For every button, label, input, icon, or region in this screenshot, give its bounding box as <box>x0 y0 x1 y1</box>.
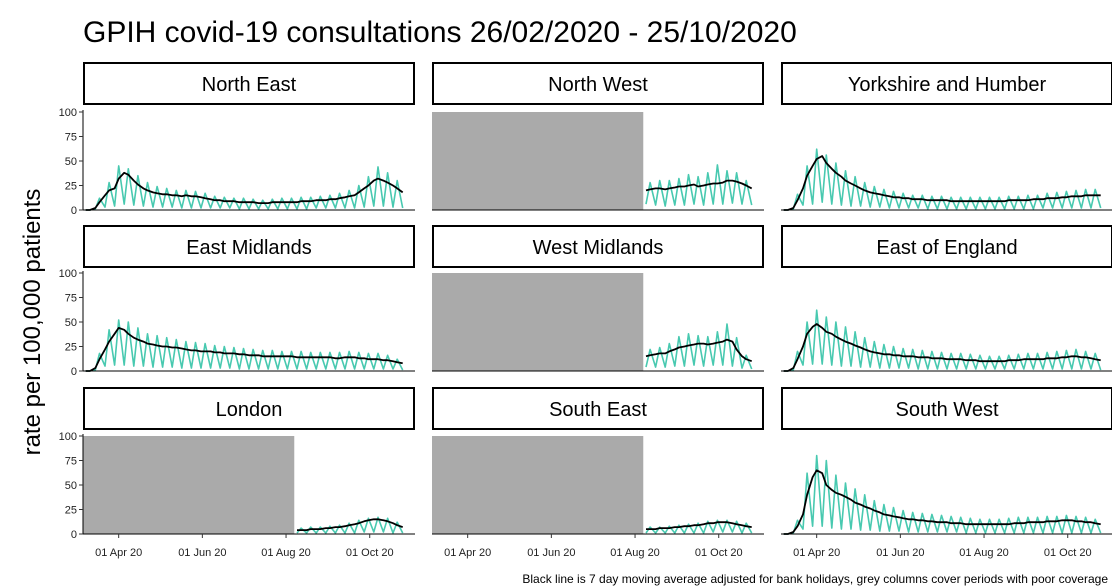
daily-line <box>783 454 1102 535</box>
x-tick-label: 01 Jun 20 <box>178 547 226 559</box>
x-tick-label: 01 Apr 20 <box>444 547 491 559</box>
y-axis-label: rate per 100,000 patients <box>19 189 46 456</box>
poor-coverage-column <box>432 112 644 210</box>
facet-strip <box>83 62 415 105</box>
facet-title: London <box>216 399 283 421</box>
x-tick-label: 01 Aug 20 <box>959 547 1009 559</box>
facet-strip <box>781 225 1112 268</box>
daily-line <box>645 323 753 370</box>
y-tick-label: 50 <box>65 156 77 168</box>
daily-line <box>85 165 404 211</box>
y-tick-label: 100 <box>59 431 77 443</box>
y-tick-label: 100 <box>59 268 77 280</box>
y-tick-label: 50 <box>65 317 77 329</box>
moving-average-line <box>297 518 403 531</box>
moving-average-line <box>645 179 753 192</box>
facet-title: South East <box>549 399 647 421</box>
moving-average-line <box>85 327 403 372</box>
x-tick-label: 01 Oct 20 <box>695 547 743 559</box>
facet-strip <box>83 387 415 430</box>
x-tick-label: 01 Aug 20 <box>261 547 311 559</box>
poor-coverage-column <box>432 273 644 371</box>
y-tick-label: 75 <box>65 456 77 468</box>
facet-title: Yorkshire and Humber <box>848 74 1047 96</box>
facet-title: North West <box>548 74 648 96</box>
y-tick-label: 50 <box>65 480 77 492</box>
y-tick-label: 0 <box>71 205 77 217</box>
x-tick-label: 01 Apr 20 <box>793 547 840 559</box>
daily-line <box>296 516 404 534</box>
x-tick-label: 01 Jun 20 <box>527 547 575 559</box>
moving-average-line <box>783 155 1101 211</box>
facet-strip <box>781 62 1112 105</box>
facet-strip <box>781 387 1112 430</box>
facet-strip <box>432 62 764 105</box>
facet-title: East of England <box>876 237 1017 259</box>
y-tick-label: 100 <box>59 107 77 119</box>
x-tick-label: 01 Oct 20 <box>346 547 394 559</box>
caption: Black line is 7 day moving average adjus… <box>522 572 1108 586</box>
facet-title: North East <box>202 74 297 96</box>
y-tick-label: 75 <box>65 132 77 144</box>
daily-line <box>783 309 1102 372</box>
y-tick-label: 0 <box>71 529 77 541</box>
facet-title: East Midlands <box>186 237 312 259</box>
daily-line <box>783 148 1102 211</box>
y-tick-label: 25 <box>65 505 77 517</box>
x-tick-label: 01 Oct 20 <box>1044 547 1092 559</box>
moving-average-line <box>646 521 752 530</box>
daily-line <box>645 164 753 207</box>
facet-title: South West <box>895 399 998 421</box>
y-tick-label: 25 <box>65 342 77 354</box>
poor-coverage-column <box>83 436 295 534</box>
daily-line <box>85 319 404 372</box>
facet-strip <box>432 225 764 268</box>
daily-line <box>645 519 753 534</box>
chart-title: GPIH covid-19 consultations 26/02/2020 -… <box>83 16 797 49</box>
y-tick-label: 25 <box>65 181 77 193</box>
moving-average-line <box>783 323 1101 372</box>
y-tick-label: 75 <box>65 293 77 305</box>
facet-title: West Midlands <box>533 237 664 259</box>
moving-average-line <box>783 469 1101 535</box>
facet-strip <box>432 387 764 430</box>
x-tick-label: 01 Aug 20 <box>610 547 660 559</box>
x-tick-label: 01 Jun 20 <box>876 547 924 559</box>
moving-average-line <box>645 338 753 363</box>
y-tick-label: 0 <box>71 366 77 378</box>
moving-average-line <box>85 171 404 211</box>
facet-strip <box>83 225 415 268</box>
x-tick-label: 01 Apr 20 <box>95 547 142 559</box>
poor-coverage-column <box>432 436 644 534</box>
